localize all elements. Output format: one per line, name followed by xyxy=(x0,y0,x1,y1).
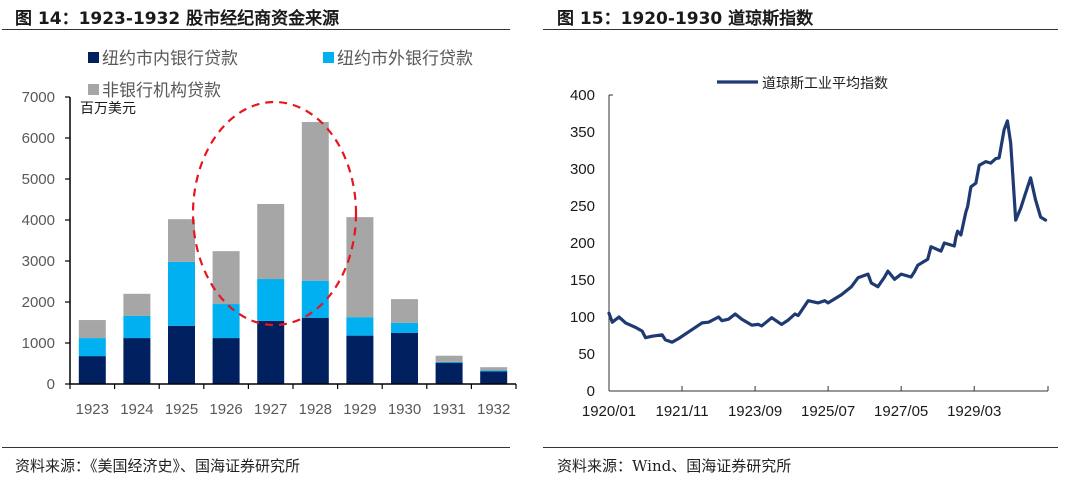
legend-label: 非银行机构贷款 xyxy=(102,81,221,101)
right-legend: 道琼斯工业平均指数 xyxy=(717,76,888,92)
y-tick-label: 6000 xyxy=(22,130,55,147)
bar-segment xyxy=(480,367,508,371)
right-x-axis: 1920/01 1921/11 1923/09 1925/07 1927/05 1929/… xyxy=(582,386,1049,420)
x-tick-label: 1923 xyxy=(76,401,109,418)
bar-segment xyxy=(346,217,374,318)
y-tick-label: 400 xyxy=(570,87,595,104)
x-tick-label: 1923/09 xyxy=(728,403,782,420)
x-tick-label: 1921/11 xyxy=(655,403,708,420)
legend-label: 道琼斯工业平均指数 xyxy=(762,76,888,92)
y-tick-label: 3000 xyxy=(22,253,55,270)
line-chart: 道琼斯工业平均指数 0 50 100 150 200 250 300 350 400 1920/… xyxy=(570,76,1049,420)
bar-segment xyxy=(257,204,285,280)
left-x-axis: 1923 1924 1925 1926 1927 1928 1929 1930 1931 1932 xyxy=(69,383,517,418)
y-tick-label: 1000 xyxy=(22,335,55,352)
bar-segment xyxy=(391,299,418,323)
y-tick-label: 50 xyxy=(578,346,595,363)
bar-segment xyxy=(391,322,418,333)
y-tick-label: 4000 xyxy=(22,212,55,229)
right-y-axis: 0 50 100 150 200 250 300 350 400 xyxy=(570,87,613,400)
right-footer-rule xyxy=(543,447,1058,448)
bar-segment xyxy=(212,304,240,339)
bar-segment xyxy=(257,279,285,321)
y-tick-label: 150 xyxy=(570,272,595,289)
y-tick-label: 0 xyxy=(47,376,55,393)
left-y-axis: 0 1000 2000 3000 4000 5000 6000 7000 xyxy=(22,89,71,393)
bar-segment xyxy=(212,251,240,305)
bar-segment xyxy=(301,122,329,281)
bar-segment xyxy=(123,315,151,339)
x-tick-label: 1930 xyxy=(388,401,421,418)
right-source: 资料来源：Wind、国海证券研究所 xyxy=(557,457,792,475)
bar-segment xyxy=(391,332,418,384)
left-bars xyxy=(78,122,508,384)
x-tick-label: 1932 xyxy=(477,401,510,418)
x-tick-label: 1920/01 xyxy=(582,403,636,420)
x-tick-label: 1931 xyxy=(432,401,465,418)
unit-label: 百万美元 xyxy=(80,101,136,117)
bar-segment xyxy=(78,338,106,357)
x-tick-label: 1928 xyxy=(299,401,332,418)
left-chart-title: 图 14：1923-1932 股市经纪商资金来源 xyxy=(15,9,340,29)
x-tick-label: 1925/07 xyxy=(801,403,855,420)
x-tick-label: 1925 xyxy=(165,401,198,418)
legend-label: 纽约市外银行贷款 xyxy=(337,49,473,69)
bar-segment xyxy=(257,320,285,384)
right-chart-title: 图 15：1920-1930 道琼斯指数 xyxy=(557,9,814,29)
y-tick-label: 350 xyxy=(570,124,595,141)
legend-swatch xyxy=(88,84,99,95)
bar-segment xyxy=(346,335,374,384)
legend-swatch xyxy=(88,52,99,63)
y-tick-label: 100 xyxy=(570,309,595,326)
bar-segment xyxy=(78,320,106,339)
x-tick-label: 1927 xyxy=(254,401,287,418)
left-source: 资料来源：《美国经济史》、国海证券研究所 xyxy=(15,457,301,475)
bar-segment xyxy=(435,362,463,384)
x-tick-label: 1929/03 xyxy=(947,403,1001,420)
y-tick-label: 250 xyxy=(570,198,595,215)
x-tick-label: 1927/05 xyxy=(874,403,928,420)
x-tick-label: 1926 xyxy=(209,401,242,418)
bar-segment xyxy=(301,317,329,384)
y-tick-label: 2000 xyxy=(22,294,55,311)
bar-segment xyxy=(212,338,240,384)
y-tick-label: 5000 xyxy=(22,171,55,188)
dow-jones-line xyxy=(607,119,1048,344)
legend-label: 纽约市内银行贷款 xyxy=(102,49,238,69)
bar-segment xyxy=(435,355,463,362)
legend-swatch xyxy=(323,52,334,63)
left-title-rule xyxy=(2,29,510,30)
x-tick-label: 1924 xyxy=(120,401,153,418)
bar-segment xyxy=(480,370,508,372)
x-tick-label: 1929 xyxy=(343,401,376,418)
y-tick-label: 7000 xyxy=(22,89,55,106)
bar-segment xyxy=(78,356,106,384)
bar-segment xyxy=(123,338,151,384)
highlight-ellipse xyxy=(191,100,358,327)
bar-segment xyxy=(435,361,463,363)
bar-segment xyxy=(123,293,151,316)
bar-segment xyxy=(168,261,195,326)
right-title-rule xyxy=(543,29,1058,30)
left-footer-rule xyxy=(2,447,510,448)
bar-segment xyxy=(168,325,195,384)
y-tick-label: 200 xyxy=(570,235,595,252)
bar-segment xyxy=(346,317,374,336)
bar-segment xyxy=(480,371,508,384)
bar-segment xyxy=(168,219,195,262)
y-tick-label: 300 xyxy=(570,161,595,178)
bar-segment xyxy=(301,280,329,318)
y-tick-label: 0 xyxy=(587,383,595,400)
